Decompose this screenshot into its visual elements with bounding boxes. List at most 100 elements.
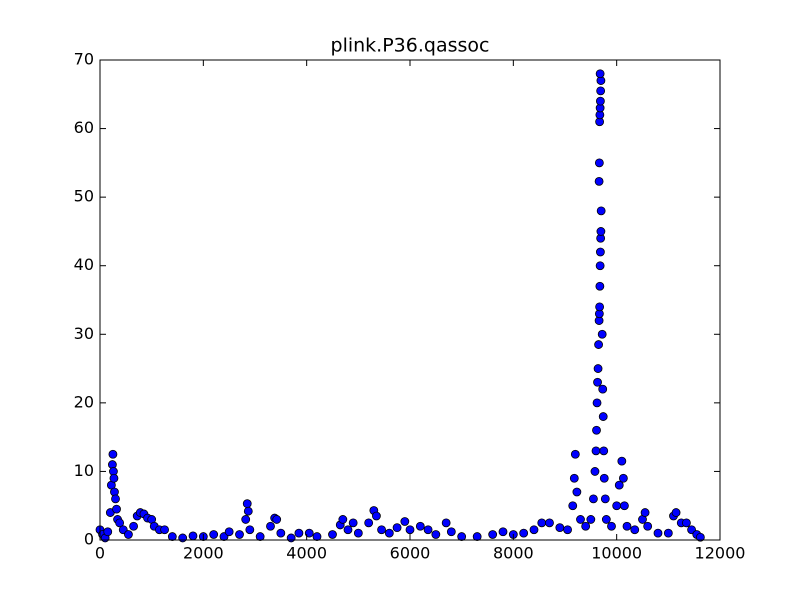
scatter-point xyxy=(682,518,691,528)
y-tick-label: 40 xyxy=(74,255,94,274)
scatter-point xyxy=(400,517,410,526)
scatter-point xyxy=(612,501,622,511)
y-tick-label: 50 xyxy=(74,187,94,206)
y-tick-label: 60 xyxy=(74,118,94,137)
scatter-point xyxy=(581,521,591,531)
scatter-point xyxy=(594,340,603,349)
scatter-point xyxy=(593,377,602,387)
scatter-point xyxy=(620,501,629,511)
scatter-point xyxy=(599,473,609,483)
scatter-point xyxy=(312,532,322,541)
y-tick-label: 20 xyxy=(74,392,94,411)
x-tick-label: 2000 xyxy=(183,544,224,563)
scatter-point xyxy=(596,227,606,236)
scatter-point xyxy=(595,69,605,79)
scatter-point xyxy=(103,527,113,537)
scatter-point xyxy=(576,515,585,524)
scatter-point xyxy=(423,525,433,535)
scatter-point xyxy=(188,531,198,541)
scatter-point xyxy=(643,521,653,531)
scatter-point xyxy=(595,302,605,312)
scatter-point xyxy=(304,528,314,538)
scatter-point xyxy=(592,398,602,408)
y-tick-label: 30 xyxy=(74,324,94,343)
scatter-point xyxy=(112,504,121,514)
scatter-point xyxy=(595,247,605,257)
scatter-point xyxy=(653,528,663,538)
scatter-point xyxy=(364,518,374,528)
scatter-point xyxy=(353,528,363,538)
scatter-point xyxy=(129,521,138,531)
x-tick-label: 12000 xyxy=(695,544,746,563)
scatter-point xyxy=(597,329,607,339)
scatter-point xyxy=(255,532,265,541)
scatter-point xyxy=(600,494,610,504)
scatter-point xyxy=(529,525,539,535)
y-tick-label: 0 xyxy=(84,530,94,549)
scatter-point xyxy=(338,515,348,524)
scatter-point xyxy=(589,494,598,504)
scatter-point xyxy=(415,521,425,531)
x-tick-label: 8000 xyxy=(493,544,534,563)
scatter-point xyxy=(622,521,632,531)
scatter-point xyxy=(115,518,125,528)
scatter-point xyxy=(599,446,609,456)
scatter-point xyxy=(286,533,296,543)
scatter-point xyxy=(457,532,467,541)
scatter-point xyxy=(568,501,578,511)
scatter-point xyxy=(108,449,118,459)
scatter-point xyxy=(178,533,188,543)
scatter-point xyxy=(109,473,119,483)
scatter-point xyxy=(160,525,169,535)
scatter-point xyxy=(372,511,381,521)
scatter-point xyxy=(392,523,402,533)
scatter-point xyxy=(441,518,451,528)
scatter-point xyxy=(328,530,337,539)
chart-title: plink.P36.qassoc xyxy=(331,35,490,57)
scatter-point xyxy=(266,521,275,531)
scatter-point xyxy=(488,530,498,539)
y-tick-label: 70 xyxy=(74,50,94,69)
scatter-point xyxy=(591,446,601,456)
scatter-point xyxy=(124,530,133,539)
scatter-point xyxy=(241,515,251,524)
scatter-point xyxy=(595,281,605,291)
scatter-point xyxy=(598,384,608,394)
scatter-point xyxy=(209,530,219,539)
scatter-point xyxy=(167,532,177,541)
scatter-point xyxy=(607,521,616,531)
scatter-point xyxy=(594,158,604,168)
scatter-point xyxy=(596,86,606,96)
y-tick-label: 10 xyxy=(74,461,94,480)
scatter-point xyxy=(224,527,234,537)
scatter-point xyxy=(555,523,565,533)
scatter-point xyxy=(663,528,673,538)
scatter-point xyxy=(614,480,624,490)
scatter-point xyxy=(618,473,628,483)
scatter-point xyxy=(593,364,603,373)
scatter-point xyxy=(472,532,482,541)
scatter-point xyxy=(640,508,650,517)
scatter-point xyxy=(276,528,286,538)
scatter-point xyxy=(545,518,554,528)
scatter-point xyxy=(242,499,252,509)
scatter-point xyxy=(570,449,580,459)
x-tick-label: 0 xyxy=(95,544,105,563)
scatter-point xyxy=(563,525,572,535)
scatter-point xyxy=(294,528,304,538)
scatter-point xyxy=(243,506,253,516)
scatter-point xyxy=(384,528,394,538)
scatter-point xyxy=(569,473,579,483)
scatter-point xyxy=(272,515,282,524)
scatter-point xyxy=(377,525,386,535)
scatter-point xyxy=(111,494,120,504)
scatter-point xyxy=(630,525,640,535)
scatter-point xyxy=(431,530,441,539)
scatter-point xyxy=(601,515,611,524)
scatter-point xyxy=(595,261,605,271)
scatter-point xyxy=(405,525,415,535)
scatter-point xyxy=(671,508,681,517)
x-tick-label: 10000 xyxy=(591,544,642,563)
